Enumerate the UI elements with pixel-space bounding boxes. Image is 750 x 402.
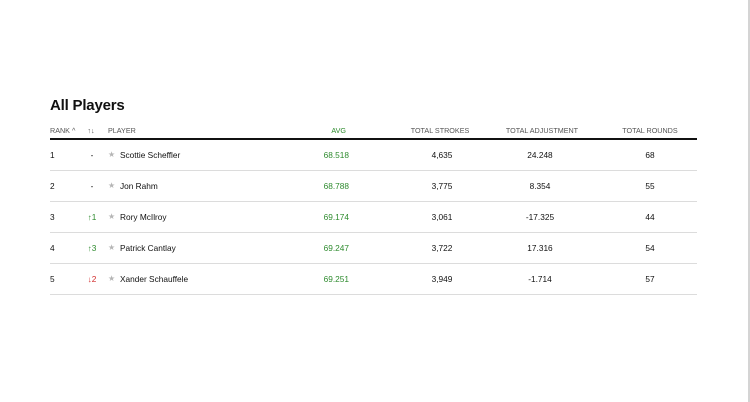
star-icon[interactable]: ★ (108, 242, 116, 252)
total-rounds-cell: 44 (645, 212, 655, 222)
total-rounds-cell: 55 (645, 181, 655, 191)
movement-cell: ↑1 (87, 212, 97, 222)
star-icon[interactable]: ★ (108, 180, 116, 190)
movement-cell: ↓2 (87, 274, 97, 284)
total-strokes-cell: 4,635 (431, 150, 453, 160)
avg-cell: 68.788 (323, 181, 349, 191)
rank-cell: 4 (50, 243, 55, 253)
player-name-link[interactable]: Patrick Cantlay (120, 243, 176, 253)
rank-header-label: RANK (50, 126, 70, 135)
table-header: RANK ^ ↑↓ PLAYER AVG TOTAL STROKES TOTAL… (50, 124, 697, 140)
player-name-link[interactable]: Scottie Scheffler (120, 150, 181, 160)
rank-cell: 2 (50, 181, 55, 191)
player-name-link[interactable]: Jon Rahm (120, 181, 158, 191)
total-adjustment-cell: -17.325 (525, 212, 555, 222)
total-strokes-cell: 3,775 (431, 181, 453, 191)
avg-column-header[interactable]: AVG (331, 126, 346, 135)
avg-cell: 69.251 (323, 274, 349, 284)
page-title: All Players (50, 97, 125, 114)
movement-cell: - (90, 150, 94, 160)
total-adjustment-cell: 8.354 (529, 181, 551, 191)
window-right-border (748, 0, 750, 402)
table-row: 5 ↓2 ★ Xander Schauffele 69.251 3,949 -1… (50, 264, 697, 295)
total-adjustment-cell: 17.316 (527, 243, 553, 253)
avg-cell: 68.518 (323, 150, 349, 160)
table-row: 1 - ★ Scottie Scheffler 68.518 4,635 24.… (50, 140, 697, 171)
total-strokes-cell: 3,949 (431, 274, 453, 284)
total-adjustment-cell: 24.248 (527, 150, 553, 160)
total-rounds-cell: 57 (645, 274, 655, 284)
total-strokes-cell: 3,061 (431, 212, 453, 222)
table-row: 4 ↑3 ★ Patrick Cantlay 69.247 3,722 17.3… (50, 233, 697, 264)
rank-cell: 1 (50, 150, 55, 160)
total-rounds-column-header[interactable]: TOTAL ROUNDS (622, 126, 678, 135)
star-icon[interactable]: ★ (108, 273, 116, 283)
player-column-header[interactable]: PLAYER (108, 126, 136, 135)
sort-asc-icon: ^ (71, 126, 76, 135)
movement-column-header[interactable]: ↑↓ (87, 126, 95, 135)
total-strokes-cell: 3,722 (431, 243, 453, 253)
rank-cell: 3 (50, 212, 55, 222)
star-icon[interactable]: ★ (108, 149, 116, 159)
player-name-link[interactable]: Xander Schauffele (120, 274, 189, 284)
total-adjustment-cell: -1.714 (528, 274, 552, 284)
table-row: 2 - ★ Jon Rahm 68.788 3,775 8.354 55 (50, 171, 697, 202)
avg-cell: 69.247 (323, 243, 349, 253)
table-row: 3 ↑1 ★ Rory McIlroy 69.174 3,061 -17.325… (50, 202, 697, 233)
total-adjustment-column-header[interactable]: TOTAL ADJUSTMENT (505, 126, 579, 135)
total-rounds-cell: 68 (645, 150, 655, 160)
star-icon[interactable]: ★ (108, 211, 116, 221)
rank-cell: 5 (50, 274, 55, 284)
movement-cell: ↑3 (87, 243, 97, 253)
stats-table: RANK ^ ↑↓ PLAYER AVG TOTAL STROKES TOTAL… (50, 124, 697, 295)
rank-column-header[interactable]: RANK ^ (50, 126, 75, 135)
total-rounds-cell: 54 (645, 243, 655, 253)
total-strokes-column-header[interactable]: TOTAL STROKES (410, 126, 470, 135)
player-name-link[interactable]: Rory McIlroy (120, 212, 167, 222)
avg-cell: 69.174 (323, 212, 349, 222)
movement-cell: - (90, 181, 94, 191)
